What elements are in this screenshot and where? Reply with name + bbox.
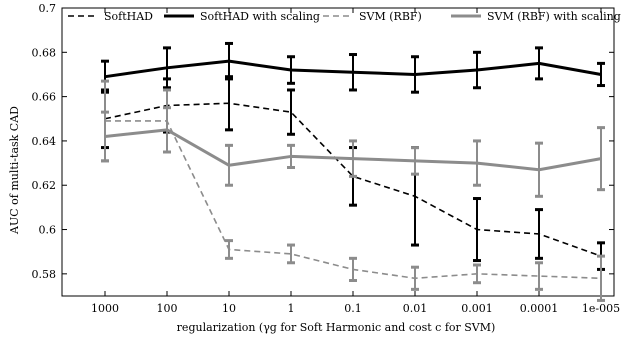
y-tick-label: 0.7 bbox=[39, 2, 57, 15]
y-tick-label: 0.66 bbox=[32, 91, 57, 104]
x-tick-label: 0.0001 bbox=[520, 302, 559, 315]
legend-label: SVM (RBF) with scaling bbox=[487, 10, 621, 23]
x-tick-label: 1 bbox=[288, 302, 295, 315]
plot-area: 0.58 0.6 0.62 0.64 0.66 0.68 0.7 1000 100 10 1 0.1 0… bbox=[32, 2, 621, 315]
x-tick-label: 0.1 bbox=[344, 302, 362, 315]
series-line bbox=[104, 59, 602, 79]
y-tick-label: 0.58 bbox=[32, 268, 57, 281]
series-line bbox=[105, 120, 602, 280]
x-axis-label: regularization (γg for Soft Harmonic and… bbox=[177, 321, 496, 334]
y-axis-label: AUC of multi-task CAD bbox=[8, 106, 21, 235]
x-tick-label: 10 bbox=[222, 302, 236, 315]
x-tick-label: 100 bbox=[157, 302, 178, 315]
x-tick-label: 0.01 bbox=[403, 302, 428, 315]
x-tick-label: 1000 bbox=[91, 302, 119, 315]
legend-label: SVM (RBF) bbox=[359, 10, 422, 23]
legend-label: SoftHAD bbox=[104, 10, 153, 23]
x-tick-label: 1e-005 bbox=[582, 302, 620, 315]
series-line bbox=[104, 128, 602, 172]
y-tick-label: 0.64 bbox=[32, 135, 57, 148]
plot-frame bbox=[61, 7, 615, 297]
y-tick-label: 0.62 bbox=[32, 179, 57, 192]
y-tick-label: 0.68 bbox=[32, 46, 57, 59]
series-line bbox=[104, 102, 602, 257]
legend-label: SoftHAD with scaling bbox=[200, 10, 320, 23]
x-tick-label: 0.001 bbox=[461, 302, 493, 315]
y-tick-label: 0.6 bbox=[39, 224, 57, 237]
